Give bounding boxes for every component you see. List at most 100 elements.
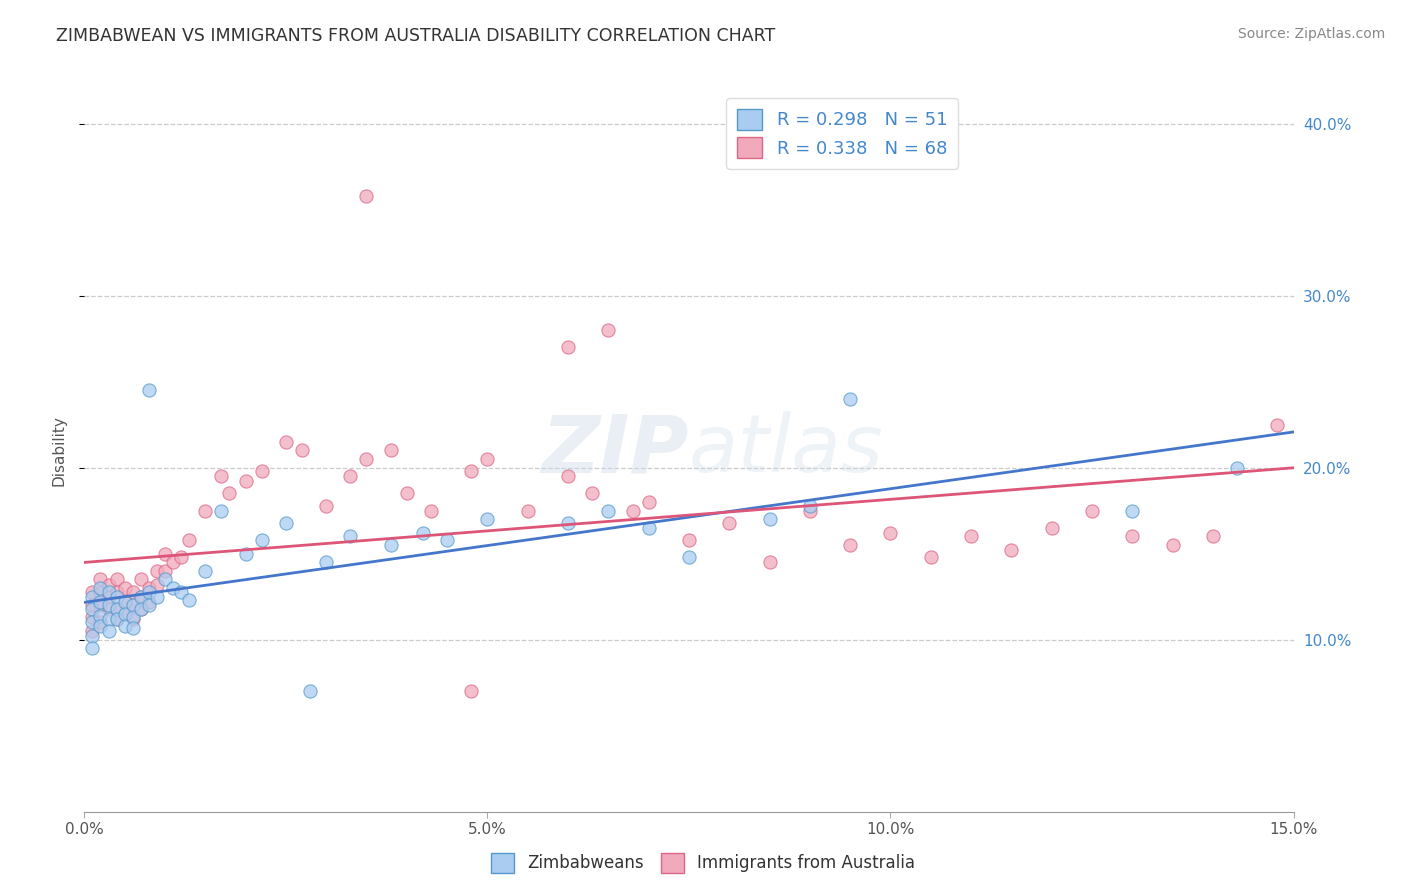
Point [82,584,104,599]
Point [1121,503,1143,517]
Point [839,538,862,552]
Point [477,512,499,526]
Point [105,601,128,615]
Point [97,590,120,604]
Point [1040,521,1063,535]
Point [105,573,128,587]
Point [170,584,193,599]
Point [412,526,434,541]
Point [121,612,143,626]
Point [114,595,136,609]
Point [146,577,169,591]
Point [114,581,136,595]
Point [89,615,111,630]
Point [879,526,901,541]
Point [121,599,143,613]
Point [920,550,942,565]
Point [138,581,160,595]
Point [89,586,111,600]
Point [105,590,128,604]
Point [89,608,111,623]
Point [129,573,152,587]
Point [121,621,143,635]
Point [235,475,257,489]
Point [114,595,136,609]
Point [460,684,482,698]
Text: ZIP: ZIP [541,411,689,490]
Point [1226,460,1249,475]
Point [621,503,644,517]
Point [153,547,176,561]
Point [299,684,322,698]
Point [1000,543,1022,558]
Point [395,486,418,500]
Point [758,512,780,526]
Point [89,595,111,609]
Point [235,547,257,561]
Point [97,577,120,591]
Point [129,601,152,615]
Point [129,590,152,604]
Point [839,392,862,406]
Point [291,443,314,458]
Point [82,599,104,613]
Point [194,564,217,578]
Point [598,503,620,517]
Point [114,607,136,621]
Point [121,599,143,613]
Point [339,469,361,483]
Text: Source: ZipAtlas.com: Source: ZipAtlas.com [1237,27,1385,41]
Point [557,340,579,354]
Point [209,469,232,483]
Point [170,550,193,565]
Point [1081,503,1104,517]
Point [380,443,402,458]
Point [218,486,240,500]
Point [194,503,217,517]
Point [339,529,361,543]
Point [138,384,160,398]
Point [82,624,104,639]
Point [356,189,378,203]
Point [637,495,659,509]
Point [250,464,273,478]
Point [356,452,378,467]
Legend: R = 0.298   N = 51, R = 0.338   N = 68: R = 0.298 N = 51, R = 0.338 N = 68 [725,98,957,169]
Point [129,590,152,604]
Point [146,564,169,578]
Point [420,503,443,517]
Point [114,607,136,621]
Point [82,610,104,624]
Point [1202,529,1225,543]
Point [89,599,111,613]
Point [598,323,620,337]
Point [105,584,128,599]
Point [637,521,659,535]
Point [82,601,104,615]
Point [129,601,152,615]
Point [105,612,128,626]
Y-axis label: Disability: Disability [51,415,66,486]
Point [477,452,499,467]
Point [1121,529,1143,543]
Point [97,612,120,626]
Point [718,516,741,530]
Point [82,629,104,643]
Point [89,619,111,633]
Point [799,503,821,517]
Text: atlas: atlas [689,411,884,490]
Point [460,464,482,478]
Point [146,590,169,604]
Point [516,503,538,517]
Point [799,499,821,513]
Point [209,503,232,517]
Text: ZIMBABWEAN VS IMMIGRANTS FROM AUSTRALIA DISABILITY CORRELATION CHART: ZIMBABWEAN VS IMMIGRANTS FROM AUSTRALIA … [56,27,776,45]
Point [162,555,184,569]
Point [89,581,111,595]
Point [678,550,700,565]
Point [121,584,143,599]
Point [153,573,176,587]
Point [274,434,297,449]
Point [678,533,700,547]
Point [179,593,201,607]
